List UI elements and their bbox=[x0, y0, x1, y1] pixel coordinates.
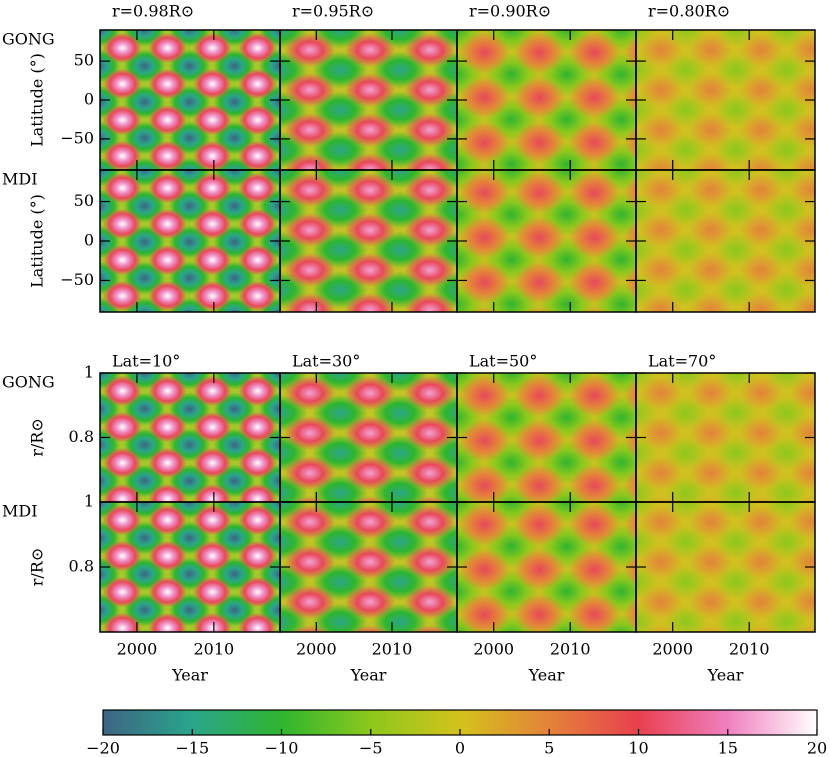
y-tick-label: 50 bbox=[74, 51, 94, 70]
colorbar-tick-label: 10 bbox=[628, 739, 648, 757]
colorbar-tick-label: 0 bbox=[455, 739, 465, 757]
heatmap bbox=[280, 373, 457, 502]
heatmap bbox=[636, 170, 815, 312]
panel-frame bbox=[99, 372, 281, 503]
y-axis-label: r/R⊙ bbox=[28, 548, 47, 587]
heatmap bbox=[280, 30, 457, 170]
x-axis-label: Year bbox=[528, 666, 565, 685]
panel-frame bbox=[279, 169, 458, 313]
panel-frame bbox=[99, 501, 281, 633]
y-tick-label: 1 bbox=[84, 492, 94, 511]
panel-frame bbox=[279, 29, 458, 171]
x-axis-label: Year bbox=[171, 666, 208, 685]
heatmap bbox=[457, 373, 636, 502]
colorbar-tick-label: −5 bbox=[359, 739, 383, 757]
row-label: GONG bbox=[2, 30, 55, 49]
heatmap bbox=[457, 170, 636, 312]
heatmap bbox=[636, 30, 815, 170]
column-title: r=0.80R⊙ bbox=[648, 2, 730, 21]
x-tick-label: 2010 bbox=[729, 640, 770, 659]
colorbar-tick-label: −20 bbox=[86, 739, 120, 757]
panel-frame bbox=[99, 169, 281, 313]
y-tick-label: 1 bbox=[84, 363, 94, 382]
panel-frame bbox=[99, 29, 281, 171]
panel-frame bbox=[456, 169, 637, 313]
panel-frame bbox=[635, 372, 816, 503]
heatmap bbox=[100, 502, 280, 632]
y-tick-label: −50 bbox=[60, 128, 94, 147]
colorbar-tick-label: −10 bbox=[265, 739, 299, 757]
x-tick-label: 2000 bbox=[652, 640, 693, 659]
x-tick-label: 2010 bbox=[550, 640, 591, 659]
colorbar-tick-label: −15 bbox=[175, 739, 209, 757]
y-axis-label: Latitude (°) bbox=[28, 194, 47, 288]
colorbar-tick-label: 5 bbox=[544, 739, 554, 757]
heatmap bbox=[457, 502, 636, 632]
colorbar-tick-label: 20 bbox=[807, 739, 827, 757]
column-title: Lat=50° bbox=[469, 352, 537, 371]
y-axis-label: r/R⊙ bbox=[28, 418, 47, 457]
colorbar-tick-label: 15 bbox=[718, 739, 738, 757]
x-tick-label: 2000 bbox=[473, 640, 514, 659]
panel-frame bbox=[635, 501, 816, 633]
column-title: r=0.90R⊙ bbox=[469, 2, 551, 21]
x-tick-label: 2000 bbox=[296, 640, 337, 659]
column-title: Lat=30° bbox=[292, 352, 360, 371]
heatmap bbox=[100, 373, 280, 502]
y-tick-label: 0.8 bbox=[69, 427, 94, 446]
panel-frame bbox=[635, 29, 816, 171]
panel-frame bbox=[635, 169, 816, 313]
panel-frame bbox=[456, 501, 637, 633]
x-tick-label: 2010 bbox=[372, 640, 413, 659]
y-tick-label: −50 bbox=[60, 270, 94, 289]
heatmap bbox=[100, 170, 280, 312]
y-tick-label: 0 bbox=[84, 231, 94, 250]
heatmap bbox=[100, 30, 280, 170]
row-label: GONG bbox=[2, 373, 55, 392]
row-label: MDI bbox=[2, 502, 38, 521]
y-tick-label: 50 bbox=[74, 191, 94, 210]
y-axis-label: Latitude (°) bbox=[28, 53, 47, 147]
column-title: r=0.98R⊙ bbox=[112, 2, 194, 21]
panel-frame bbox=[279, 501, 458, 633]
panel-frame bbox=[456, 372, 637, 503]
heatmap bbox=[457, 30, 636, 170]
y-tick-label: 0 bbox=[84, 90, 94, 109]
y-tick-label: 0.8 bbox=[69, 557, 94, 576]
heatmap bbox=[636, 373, 815, 502]
x-axis-label: Year bbox=[350, 666, 387, 685]
column-title: Lat=70° bbox=[648, 352, 716, 371]
column-title: r=0.95R⊙ bbox=[292, 2, 374, 21]
heatmap bbox=[636, 502, 815, 632]
x-tick-label: 2010 bbox=[193, 640, 234, 659]
row-label: MDI bbox=[2, 170, 38, 189]
x-tick-label: 2000 bbox=[117, 640, 158, 659]
heatmap bbox=[280, 502, 457, 632]
panel-frame bbox=[456, 29, 637, 171]
column-title: Lat=10° bbox=[112, 352, 180, 371]
heatmap bbox=[280, 170, 457, 312]
panel-frame bbox=[279, 372, 458, 503]
x-axis-label: Year bbox=[707, 666, 744, 685]
